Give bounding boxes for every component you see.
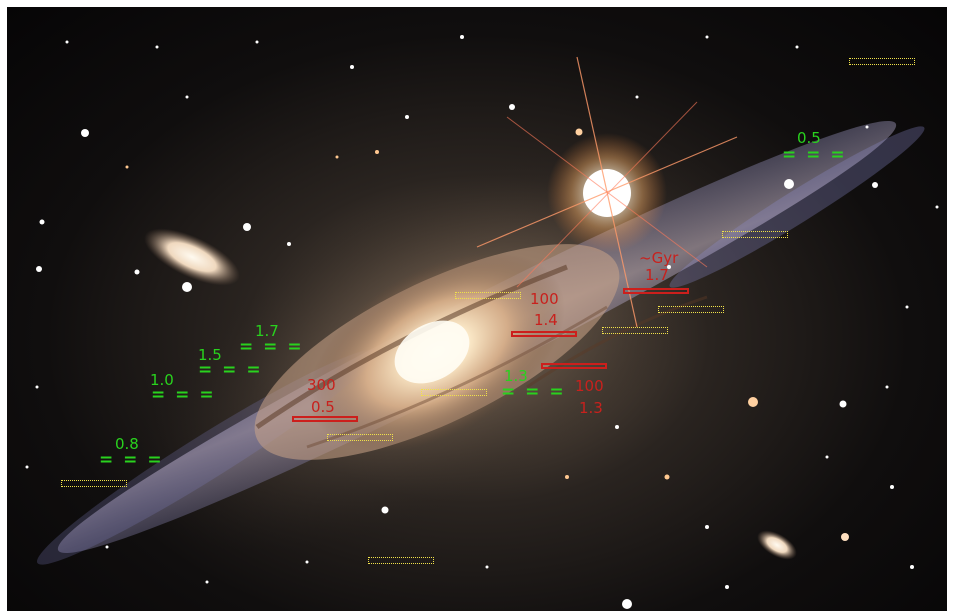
yellow-marker xyxy=(421,389,487,396)
age-label-1-7: 1.7 xyxy=(255,322,279,340)
equals-marker-0-5: = = = xyxy=(782,145,847,165)
age-label-1-0: 1.0 xyxy=(150,371,174,389)
yellow-marker xyxy=(455,292,521,299)
yellow-marker xyxy=(327,434,393,441)
equals-marker-1-0: = = = xyxy=(151,385,216,405)
red-box-1-3 xyxy=(541,363,607,369)
age-label-0-8: 0.8 xyxy=(115,435,139,453)
field-stars xyxy=(25,35,939,609)
red-label-100-bottom: 100 xyxy=(575,377,604,395)
galaxy-image xyxy=(25,35,939,609)
equals-marker-1-3: = = = xyxy=(501,382,566,402)
red-label-100-top: 100 xyxy=(530,290,559,308)
equals-marker-1-5: = = = xyxy=(198,360,263,380)
yellow-marker xyxy=(61,480,127,487)
red-box-0-5 xyxy=(292,416,358,422)
age-label-1-5: 1.5 xyxy=(198,346,222,364)
red-label-gyr-value: 1.7 xyxy=(645,266,669,284)
yellow-marker xyxy=(368,557,434,564)
yellow-marker xyxy=(849,58,915,65)
equals-marker-1-7: = = = xyxy=(239,337,304,357)
galaxy-photo: 0.5 = = = 1.7 = = = 1.5 = = = 1.0 = = = … xyxy=(7,7,947,611)
age-label-0-5: 0.5 xyxy=(797,129,821,147)
red-label-0-5: 0.5 xyxy=(311,398,335,416)
bright-star xyxy=(476,56,738,328)
red-label-1-3: 1.3 xyxy=(579,399,603,417)
red-label-gyr: ~Gyr xyxy=(639,249,679,267)
red-box-1-4 xyxy=(511,331,577,337)
red-label-300: 300 xyxy=(307,376,336,394)
yellow-marker xyxy=(658,306,724,313)
red-box-gyr xyxy=(623,288,689,294)
red-label-1-4: 1.4 xyxy=(534,311,558,329)
age-label-1-3: 1.3 xyxy=(504,367,528,385)
yellow-marker xyxy=(602,327,668,334)
yellow-marker xyxy=(722,231,788,238)
equals-marker-0-8: = = = xyxy=(99,450,164,470)
